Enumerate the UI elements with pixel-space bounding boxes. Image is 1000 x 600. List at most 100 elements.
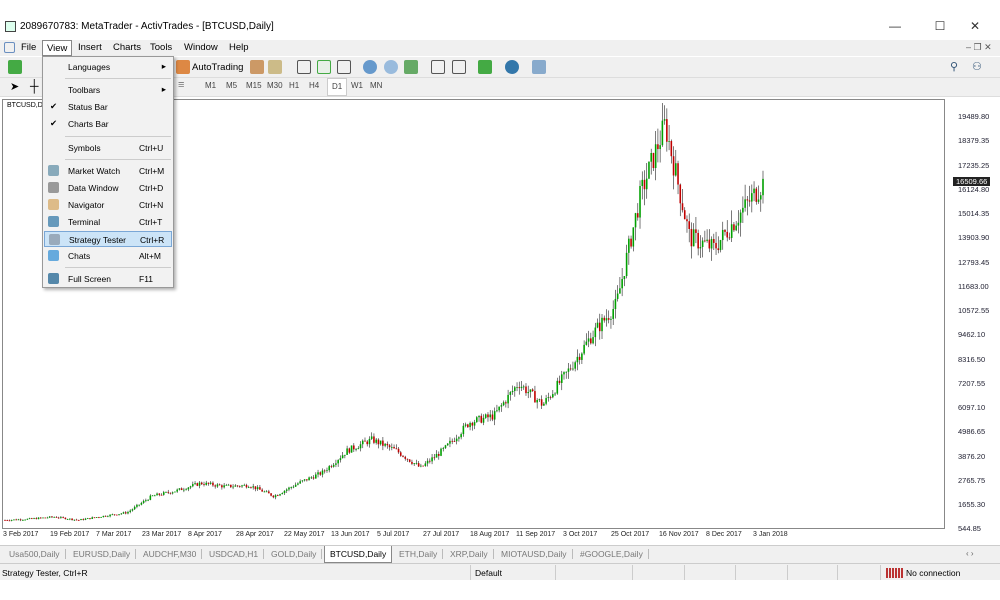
menu-window[interactable]: Window	[184, 42, 218, 53]
candle	[737, 210, 740, 234]
chart-tab[interactable]: USDCAD,H1	[204, 549, 265, 559]
candle	[583, 340, 585, 356]
chart-tab[interactable]: ETH,Daily	[394, 549, 444, 559]
candle	[686, 215, 688, 233]
tf-MN[interactable]: MN	[370, 81, 383, 90]
maximize-button[interactable]: ☐	[934, 19, 946, 33]
tile-windows-icon[interactable]	[404, 60, 418, 74]
close-button[interactable]: ✕	[969, 19, 981, 33]
line-chart-icon[interactable]	[337, 60, 351, 74]
menu-item-shortcut: Ctrl+R	[140, 235, 165, 245]
menu-view[interactable]: View	[42, 40, 73, 56]
view-menu-item-terminal[interactable]: Terminal Ctrl+T	[44, 214, 172, 230]
tf-W1[interactable]: W1	[351, 81, 363, 90]
bar-chart-icon[interactable]	[297, 60, 311, 74]
tf-M30[interactable]: M30	[267, 81, 283, 90]
candle	[636, 203, 639, 221]
signals-icon[interactable]	[250, 60, 264, 74]
candle	[753, 181, 755, 202]
templates-icon[interactable]	[532, 60, 546, 74]
y-tick-label: 12793.45	[958, 257, 990, 267]
chart-tab[interactable]: XRP,Daily	[445, 549, 494, 559]
fibonacci-icon[interactable]: ≡	[178, 79, 185, 91]
candle	[368, 436, 371, 448]
chart-shift-icon[interactable]	[431, 60, 445, 74]
view-menu-item-market-watch[interactable]: Market Watch Ctrl+M	[44, 163, 172, 179]
indicators-icon[interactable]	[478, 60, 492, 74]
menu-charts[interactable]: Charts	[113, 42, 141, 53]
view-menu-item-strategy-tester[interactable]: Strategy Tester Ctrl+R	[44, 231, 172, 247]
candle	[377, 438, 380, 449]
menu-tools[interactable]: Tools	[150, 42, 173, 53]
minimize-button[interactable]: —	[889, 19, 901, 33]
chart-tab[interactable]: AUDCHF,M30	[138, 549, 203, 559]
crosshair-icon[interactable]: ┼	[30, 79, 39, 93]
chart-tab[interactable]: BTCUSD,Daily	[324, 546, 393, 563]
chart-tab[interactable]: GOLD,Daily	[266, 549, 323, 559]
candle	[469, 421, 471, 431]
candle	[95, 517, 98, 518]
view-menu-item-chats[interactable]: Chats Alt+M	[44, 248, 172, 264]
zoom-in-icon[interactable]	[363, 60, 377, 74]
tf-H1[interactable]: H1	[289, 81, 300, 90]
candle	[24, 519, 26, 521]
view-menu-item-charts-bar[interactable]: ✔ Charts Bar	[44, 116, 172, 132]
candle	[252, 483, 254, 490]
mdi-window-controls[interactable]: – ❐ ✕	[966, 42, 992, 52]
tf-M5[interactable]: M5	[226, 81, 238, 90]
tf-M1[interactable]: M1	[205, 81, 217, 90]
candle	[587, 330, 590, 348]
view-menu-item-status-bar[interactable]: ✔ Status Bar	[44, 99, 172, 115]
chart-tab[interactable]: #GOOGLE,Daily	[575, 549, 649, 559]
chart-tab[interactable]: Usa500,Daily	[4, 549, 66, 559]
market-icon[interactable]	[268, 60, 282, 74]
candle	[370, 432, 373, 440]
y-tick-label: 1655.30	[958, 499, 986, 509]
chart-plot-area[interactable]: BTCUSD,D	[2, 99, 945, 529]
candle	[742, 196, 744, 224]
tab-scroll-arrows[interactable]: ‹ ›	[966, 549, 974, 558]
candle	[446, 443, 449, 446]
candle	[48, 516, 51, 519]
view-menu-item-full-screen[interactable]: Full Screen F11	[44, 271, 172, 287]
cursor-icon[interactable]: ➤	[10, 81, 20, 93]
periods-icon[interactable]	[505, 60, 519, 74]
new-order-icon[interactable]	[8, 60, 22, 74]
tf-M15[interactable]: M15	[246, 81, 262, 90]
candle	[730, 210, 733, 243]
menu-insert[interactable]: Insert	[78, 42, 102, 53]
candle	[198, 481, 201, 489]
chart-tab[interactable]: MIOTAUSD,Daily	[496, 549, 573, 559]
candle	[122, 511, 125, 515]
autotrading-icon[interactable]	[176, 60, 190, 74]
tf-D1[interactable]: D1	[327, 78, 348, 96]
tf-H4[interactable]: H4	[309, 81, 320, 90]
candle	[261, 488, 263, 492]
chart-tab[interactable]: EURUSD,Daily	[68, 549, 137, 559]
view-menu-item-languages[interactable]: Languages ▸	[44, 59, 172, 75]
menu-file[interactable]: File	[21, 42, 37, 53]
candle	[200, 481, 203, 486]
search-icon[interactable]: ⚲	[950, 61, 959, 73]
community-icon[interactable]: ⚇	[972, 61, 982, 73]
candle	[699, 235, 702, 259]
autotrading-button[interactable]: AutoTrading	[192, 62, 244, 73]
autoscroll-icon[interactable]	[452, 60, 466, 74]
x-tick-label: 19 Feb 2017	[50, 531, 90, 538]
candle	[478, 415, 480, 422]
document-icon[interactable]	[4, 42, 15, 53]
candle	[757, 185, 760, 204]
candle	[386, 441, 389, 449]
checkmark-icon: ✔	[50, 101, 58, 111]
menu-help[interactable]: Help	[229, 42, 249, 53]
view-menu-item-navigator[interactable]: Navigator Ctrl+N	[44, 197, 172, 213]
zoom-out-icon[interactable]	[384, 60, 398, 74]
connection-status: No connection	[906, 568, 961, 578]
candle	[505, 400, 507, 408]
view-menu-item-data-window[interactable]: Data Window Ctrl+D	[44, 180, 172, 196]
view-menu-item-symbols[interactable]: Symbols Ctrl+U	[44, 140, 172, 156]
view-menu-item-toolbars[interactable]: Toolbars ▸	[44, 82, 172, 98]
x-tick-label: 13 Jun 2017	[331, 531, 370, 538]
candlestick-icon[interactable]	[317, 60, 331, 74]
candle	[547, 392, 550, 402]
